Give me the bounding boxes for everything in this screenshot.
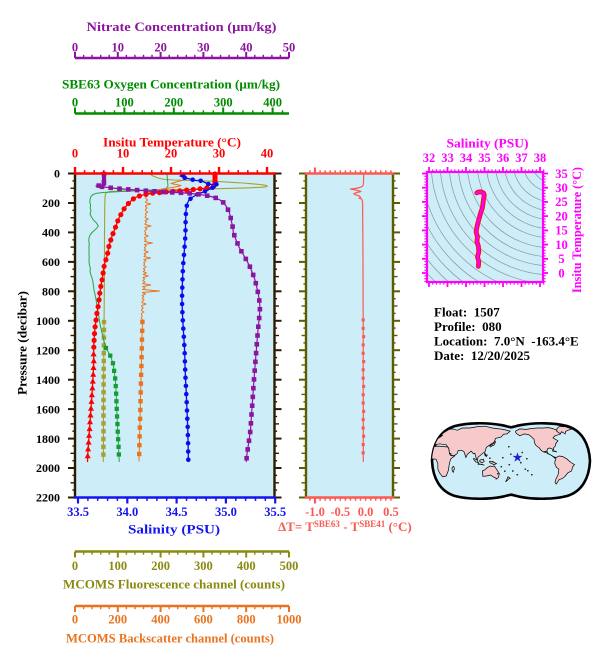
svg-text:400: 400 (237, 559, 256, 573)
svg-text:35: 35 (478, 151, 491, 165)
svg-text:50: 50 (283, 41, 296, 55)
svg-text:1600: 1600 (36, 402, 60, 416)
svg-text:33.5: 33.5 (67, 505, 89, 519)
svg-text:300: 300 (214, 96, 233, 110)
svg-text:Salinity (PSU): Salinity (PSU) (447, 136, 529, 151)
svg-text:1000: 1000 (36, 314, 60, 328)
svg-text:100: 100 (115, 96, 134, 110)
svg-text:5: 5 (558, 252, 564, 266)
svg-text:600: 600 (194, 613, 213, 627)
svg-text:36: 36 (497, 151, 510, 165)
svg-text:2200: 2200 (36, 491, 60, 505)
svg-text:35.0: 35.0 (215, 505, 237, 519)
svg-text:2000: 2000 (36, 461, 60, 475)
svg-text:35: 35 (555, 167, 568, 181)
svg-text:20: 20 (165, 147, 178, 161)
svg-text:Insitu Temperature (°C): Insitu Temperature (°C) (569, 167, 584, 293)
svg-text:38: 38 (534, 151, 547, 165)
svg-text:400: 400 (42, 226, 60, 240)
svg-text:30: 30 (197, 41, 210, 55)
svg-text:Float: 1507: Float: 1507 (434, 305, 500, 320)
svg-text:0.5: 0.5 (383, 505, 399, 519)
svg-text:20: 20 (555, 209, 568, 223)
svg-text:40: 40 (240, 41, 253, 55)
svg-text:600: 600 (42, 255, 60, 269)
svg-text:0: 0 (72, 613, 78, 627)
svg-text:0: 0 (72, 96, 78, 110)
svg-text:0: 0 (72, 559, 78, 573)
svg-text:34: 34 (460, 151, 473, 165)
svg-text:-0.5: -0.5 (330, 505, 350, 519)
svg-text:200: 200 (108, 613, 127, 627)
svg-text:SBE63 Oxygen Concentration (μm: SBE63 Oxygen Concentration (μm/kg) (62, 77, 280, 92)
svg-text:0: 0 (54, 167, 60, 181)
svg-text:200: 200 (164, 96, 183, 110)
svg-text:40: 40 (261, 147, 274, 161)
svg-text:400: 400 (263, 96, 282, 110)
svg-text:MCOMS Fluorescence channel (co: MCOMS Fluorescence channel (counts) (63, 577, 285, 592)
svg-text:Pressure (decibar): Pressure (decibar) (15, 291, 30, 395)
svg-text:10: 10 (555, 238, 568, 252)
svg-text:15: 15 (555, 224, 568, 238)
svg-text:1400: 1400 (36, 373, 60, 387)
svg-text:20: 20 (154, 41, 167, 55)
svg-text:35.5: 35.5 (264, 505, 286, 519)
svg-text:34.0: 34.0 (116, 505, 138, 519)
svg-text:Insitu Temperature (°C): Insitu Temperature (°C) (103, 135, 241, 150)
svg-text:100: 100 (108, 559, 127, 573)
svg-text:Location: 7.0°N -163.4°E: Location: 7.0°N -163.4°E (434, 334, 579, 349)
svg-text:32: 32 (423, 151, 436, 165)
svg-text:34.5: 34.5 (166, 505, 188, 519)
svg-text:500: 500 (280, 559, 299, 573)
svg-text:Date: 12/20/2025: Date: 12/20/2025 (434, 348, 531, 363)
svg-text:0: 0 (72, 41, 78, 55)
svg-text:200: 200 (42, 196, 60, 210)
svg-text:37: 37 (515, 151, 528, 165)
svg-text:400: 400 (151, 613, 170, 627)
svg-text:0: 0 (558, 266, 564, 280)
svg-text:ΔT= TSBE63 - TSBE41 (°C): ΔT= TSBE63 - TSBE41 (°C) (278, 519, 412, 534)
svg-text:Profile: 080: Profile: 080 (434, 319, 502, 334)
svg-text:200: 200 (151, 559, 170, 573)
svg-text:1200: 1200 (36, 343, 60, 357)
svg-text:800: 800 (42, 285, 60, 299)
svg-text:0: 0 (72, 147, 78, 161)
svg-text:10: 10 (117, 147, 130, 161)
svg-text:800: 800 (237, 613, 256, 627)
svg-text:33: 33 (441, 151, 454, 165)
svg-text:1800: 1800 (36, 432, 60, 446)
svg-text:Salinity (PSU): Salinity (PSU) (128, 522, 220, 537)
svg-text:10: 10 (112, 41, 125, 55)
svg-text:30: 30 (555, 181, 568, 195)
svg-text:MCOMS Backscatter channel (cou: MCOMS Backscatter channel (counts) (66, 631, 274, 646)
svg-text:25: 25 (555, 195, 568, 209)
svg-text:0.0: 0.0 (358, 505, 374, 519)
svg-text:300: 300 (194, 559, 213, 573)
svg-text:30: 30 (213, 147, 226, 161)
svg-text:Nitrate Concentration (μm/kg): Nitrate Concentration (μm/kg) (87, 19, 277, 34)
svg-text:1000: 1000 (277, 613, 302, 627)
svg-text:-1.0: -1.0 (305, 505, 325, 519)
